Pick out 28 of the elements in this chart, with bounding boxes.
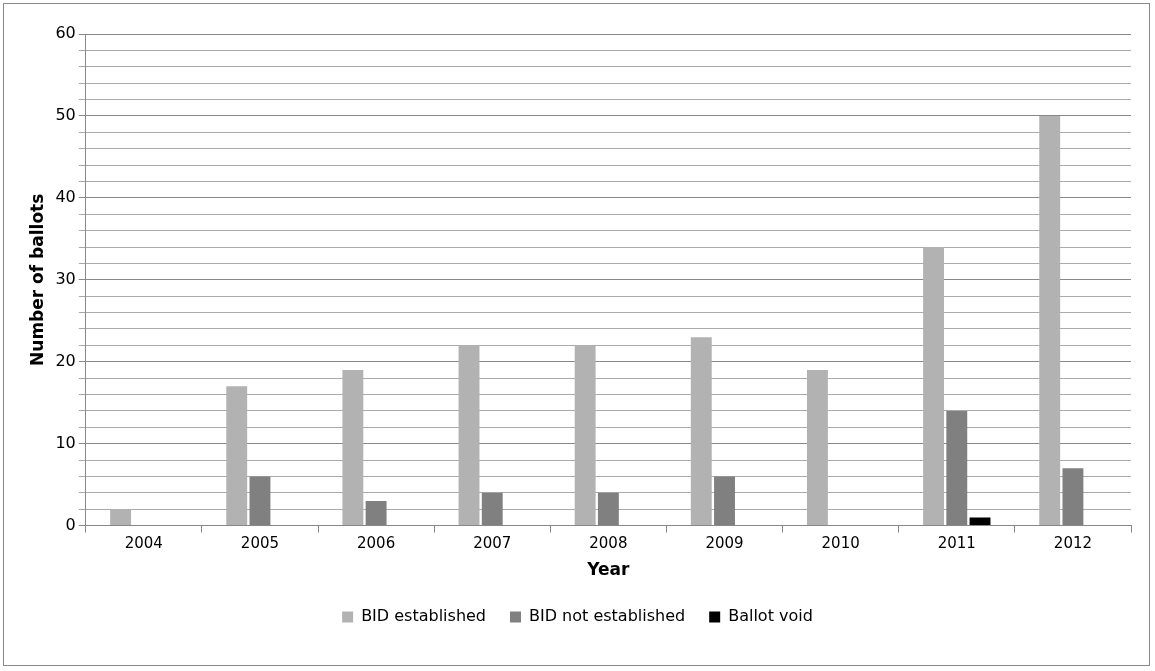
x-tick-label: 2005	[240, 534, 280, 553]
x-tick-label: 2010	[821, 534, 860, 553]
x-tick-label: 2008	[589, 534, 628, 553]
bar	[714, 476, 735, 526]
x-tick-label: 2004	[124, 534, 163, 553]
y-tick-label: 0	[65, 514, 76, 534]
x-tick-label: 2006	[357, 534, 396, 553]
x-tick-label: 2007	[473, 534, 512, 553]
bar	[365, 501, 387, 526]
x-tick-label: 2009	[705, 534, 744, 553]
y-tick-label: 10	[55, 432, 76, 452]
y-tick-label: 20	[55, 350, 76, 370]
legend-label: BID established	[361, 606, 487, 626]
y-tick-label: 60	[55, 23, 76, 43]
bar	[597, 492, 619, 526]
bar	[1062, 468, 1084, 526]
legend-label: Ballot void	[728, 606, 813, 626]
x-axis-title: Year	[586, 559, 631, 580]
bar	[249, 476, 271, 526]
y-tick-label: 50	[55, 105, 76, 125]
x-tick-label: 2012	[1053, 534, 1093, 553]
legend-label: BID not established	[529, 606, 686, 626]
bar	[969, 517, 991, 526]
y-axis-title: Number of ballots	[26, 193, 47, 366]
y-tick-label: 40	[55, 187, 76, 207]
bar	[481, 492, 503, 526]
y-tick-label: 30	[55, 268, 76, 288]
x-tick-label: 2011	[937, 534, 976, 553]
